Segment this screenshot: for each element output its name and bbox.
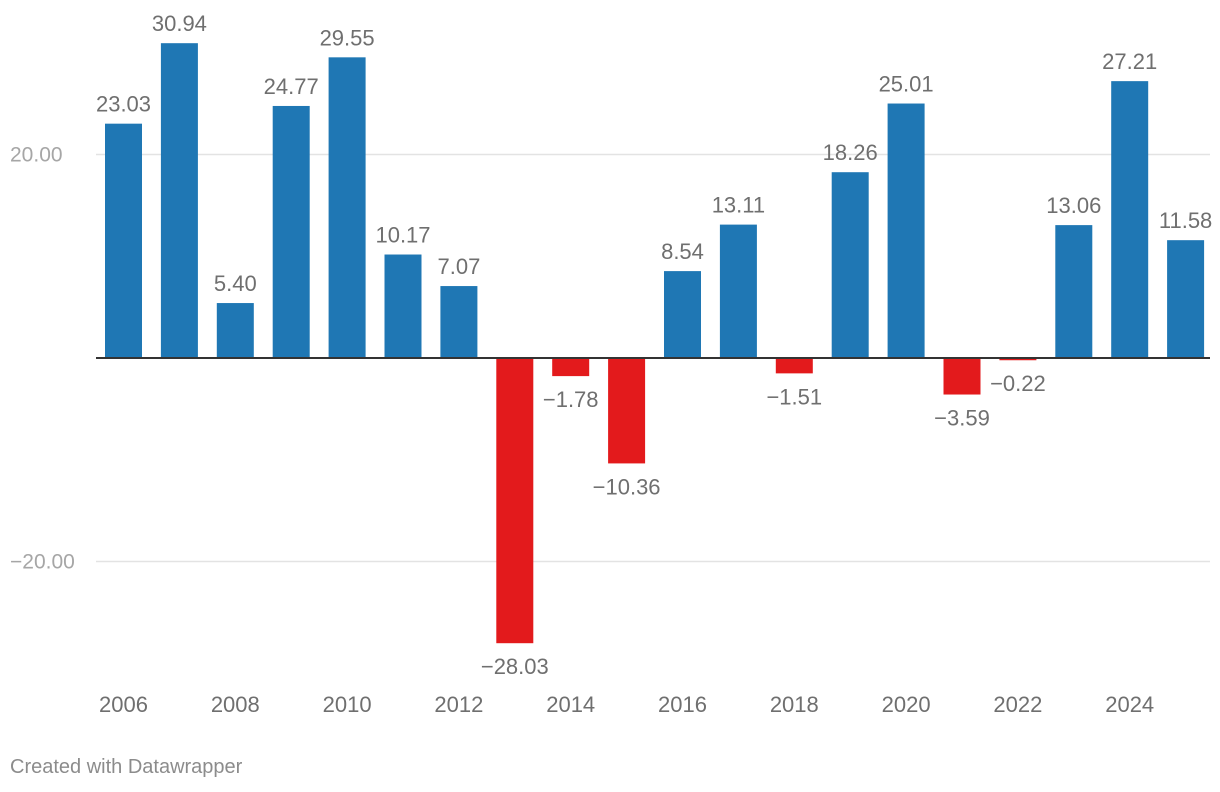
footer-credit: Created with Datawrapper bbox=[10, 756, 243, 778]
bar-2007 bbox=[160, 43, 198, 359]
value-label-2010: 29.55 bbox=[320, 25, 375, 50]
bar-2010 bbox=[328, 57, 366, 359]
value-label-2023: 13.06 bbox=[1046, 193, 1101, 218]
bar-2016 bbox=[664, 271, 701, 358]
bar-2011 bbox=[384, 254, 422, 358]
bar-2021 bbox=[943, 358, 981, 395]
bar-2015 bbox=[608, 358, 646, 464]
value-label-2011: 10.17 bbox=[375, 223, 430, 248]
value-label-2022: −0.22 bbox=[990, 371, 1046, 396]
x-tick-label-2016: 2016 bbox=[658, 692, 707, 717]
value-label-2015: −10.36 bbox=[593, 474, 661, 499]
x-tick-label-2018: 2018 bbox=[770, 692, 819, 717]
value-label-2020: 25.01 bbox=[879, 72, 934, 97]
bar-2017 bbox=[719, 224, 757, 358]
value-label-2014: −1.78 bbox=[543, 387, 599, 412]
value-label-2012: 7.07 bbox=[437, 254, 480, 279]
bar-2013 bbox=[496, 358, 534, 644]
value-label-2006: 23.03 bbox=[96, 92, 151, 117]
value-label-2008: 5.40 bbox=[214, 271, 257, 296]
value-label-2017: 13.11 bbox=[712, 193, 765, 218]
x-tick-label-2022: 2022 bbox=[993, 692, 1042, 717]
x-tick-label-2014: 2014 bbox=[546, 692, 595, 717]
value-label-2024: 27.21 bbox=[1102, 49, 1157, 74]
x-tick-label-2008: 2008 bbox=[211, 692, 260, 717]
bar-2012 bbox=[440, 286, 478, 358]
value-label-2013: −28.03 bbox=[481, 654, 549, 679]
bar-2019 bbox=[831, 172, 869, 358]
y-tick-label: 20.00 bbox=[10, 144, 63, 167]
value-label-2018: −1.51 bbox=[766, 384, 822, 409]
bar-2025 bbox=[1167, 240, 1205, 358]
value-label-2019: 18.26 bbox=[823, 140, 878, 165]
bar-2008 bbox=[216, 303, 254, 358]
x-tick-label-2006: 2006 bbox=[99, 692, 148, 717]
value-label-2021: −3.59 bbox=[934, 406, 990, 431]
value-label-2025: 11.58 bbox=[1159, 208, 1212, 233]
bar-2020 bbox=[887, 103, 925, 358]
x-tick-label-2024: 2024 bbox=[1105, 692, 1154, 717]
x-tick-label-2010: 2010 bbox=[323, 692, 372, 717]
value-label-2009: 24.77 bbox=[264, 74, 319, 99]
x-tick-label-2012: 2012 bbox=[434, 692, 483, 717]
x-tick-label-2020: 2020 bbox=[882, 692, 931, 717]
value-label-2007: 30.94 bbox=[152, 11, 207, 36]
bar-2023 bbox=[1055, 225, 1093, 358]
bar-2014 bbox=[552, 358, 590, 377]
bar-2018 bbox=[775, 358, 813, 374]
bar-2009 bbox=[272, 105, 310, 359]
bar-2022 bbox=[999, 358, 1037, 361]
y-tick-label: −20.00 bbox=[10, 551, 75, 574]
bar-2006 bbox=[105, 123, 142, 359]
bar-2024 bbox=[1111, 81, 1149, 359]
value-label-2016: 8.54 bbox=[661, 239, 704, 264]
